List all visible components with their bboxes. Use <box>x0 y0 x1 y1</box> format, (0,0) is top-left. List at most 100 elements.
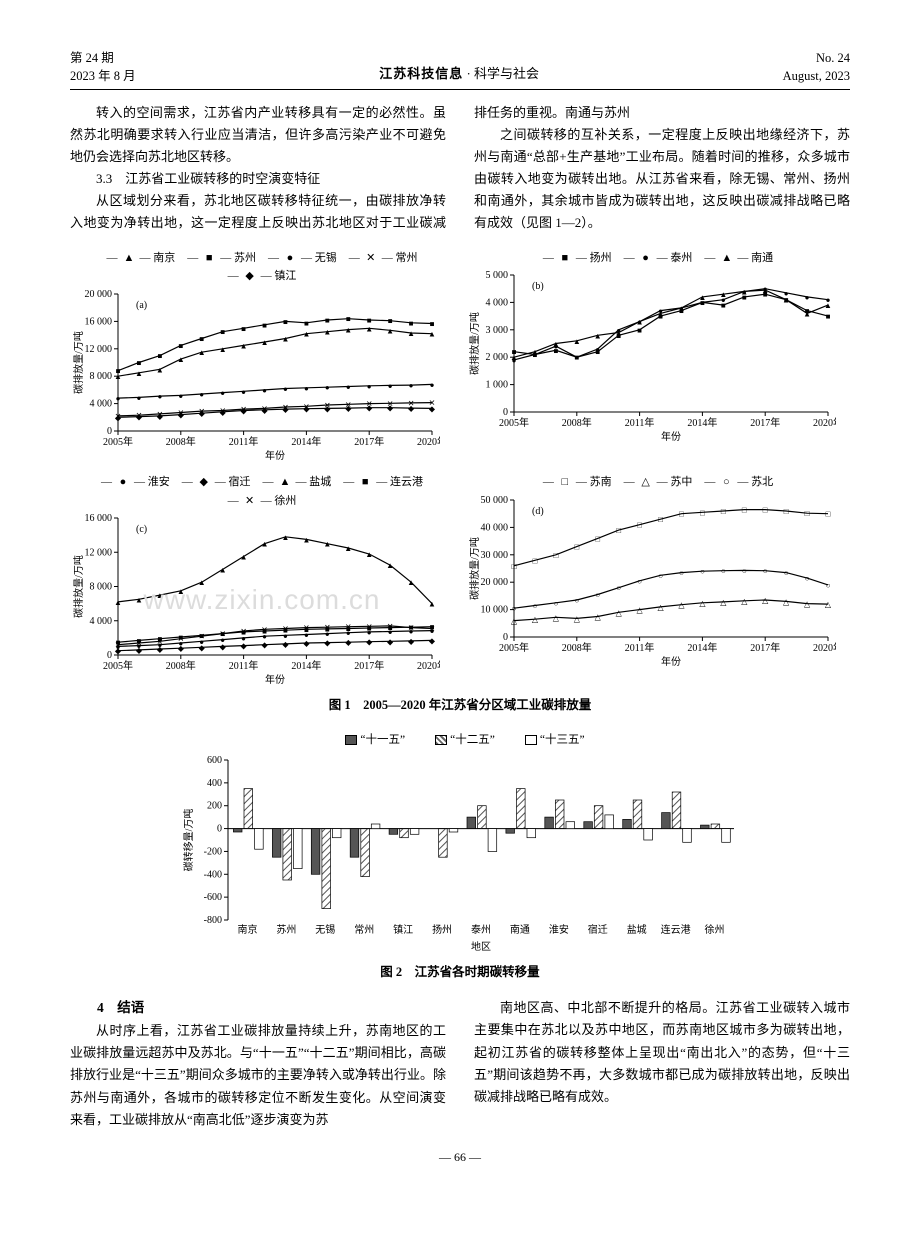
svg-text:□: □ <box>616 526 621 535</box>
svg-text:◆: ◆ <box>241 406 248 415</box>
svg-text:▲: ▲ <box>698 293 706 302</box>
svg-text:▲: ▲ <box>824 301 832 310</box>
svg-text:△: △ <box>637 605 644 614</box>
svg-text:□: □ <box>512 561 517 570</box>
svg-text:■: ■ <box>241 324 246 333</box>
svg-text:20 000: 20 000 <box>481 577 509 588</box>
svg-text:▲: ▲ <box>594 332 602 341</box>
svg-text:◆: ◆ <box>199 409 206 418</box>
svg-text:●: ● <box>325 383 330 392</box>
svg-text:2014年: 2014年 <box>687 416 717 429</box>
svg-text:▲: ▲ <box>365 324 373 333</box>
svg-text:○: ○ <box>553 598 558 607</box>
header-left: 第 24 期 2023 年 8 月 <box>70 50 136 85</box>
svg-text:□: □ <box>805 509 810 518</box>
svg-text:○: ○ <box>763 566 768 575</box>
section-4-head: 4 结语 <box>70 997 446 1020</box>
svg-text:4 000: 4 000 <box>90 616 113 627</box>
svg-text:■: ■ <box>157 352 162 361</box>
header-right: No. 24 August, 2023 <box>783 50 850 85</box>
svg-text:■: ■ <box>178 341 183 350</box>
svg-text:○: ○ <box>679 568 684 577</box>
svg-text:▲: ▲ <box>636 318 644 327</box>
svg-text:○: ○ <box>700 567 705 576</box>
svg-text:■: ■ <box>346 315 351 324</box>
svg-text:●: ● <box>304 384 309 393</box>
svg-text:△: △ <box>678 600 685 609</box>
svg-text:0: 0 <box>503 407 508 418</box>
svg-text:▲: ▲ <box>282 334 290 343</box>
svg-text:◆: ◆ <box>303 405 310 414</box>
svg-text:▲: ▲ <box>198 348 206 357</box>
svg-text:-600: -600 <box>204 892 222 903</box>
svg-text:●: ● <box>157 392 162 401</box>
svg-text:碳排放量/万吨: 碳排放量/万吨 <box>72 331 85 394</box>
svg-text:◆: ◆ <box>387 638 394 647</box>
svg-text:淮安: 淮安 <box>549 923 569 936</box>
svg-text:2005年: 2005年 <box>103 659 133 672</box>
svg-text:(d): (d) <box>532 506 544 517</box>
svg-text:✕: ✕ <box>345 623 352 632</box>
svg-text:□: □ <box>742 505 747 514</box>
svg-text:30 000: 30 000 <box>481 549 509 560</box>
svg-text:16 000: 16 000 <box>85 316 113 327</box>
svg-text:2020年: 2020年 <box>417 435 440 448</box>
svg-text:年份: 年份 <box>661 655 681 668</box>
svg-text:▲: ▲ <box>386 326 394 335</box>
svg-text:□: □ <box>826 509 831 518</box>
svg-text:◆: ◆ <box>387 404 394 413</box>
issue-no-en: No. 24 <box>783 50 850 68</box>
svg-text:2005年: 2005年 <box>499 416 529 429</box>
svg-text:■: ■ <box>637 326 642 335</box>
svg-text:◆: ◆ <box>241 642 248 651</box>
svg-text:□: □ <box>533 556 538 565</box>
svg-text:▲: ▲ <box>323 540 331 549</box>
figure-1: —▲— 南京—■— 苏州—●— 无锡—✕— 常州—◆— 镇江04 0008 00… <box>70 247 850 717</box>
svg-text:2011年: 2011年 <box>229 659 259 672</box>
header-center: 江苏科技信息 · 科学与社会 <box>379 63 539 85</box>
svg-text:□: □ <box>595 534 600 543</box>
svg-text:■: ■ <box>116 367 121 376</box>
svg-text:●: ● <box>430 380 435 389</box>
svg-text:▲: ▲ <box>302 536 310 545</box>
svg-text:◆: ◆ <box>282 405 289 414</box>
svg-text:碳转移量/万吨: 碳转移量/万吨 <box>182 809 195 872</box>
svg-text:○: ○ <box>784 568 789 577</box>
svg-text:●: ● <box>241 387 246 396</box>
svg-text:○: ○ <box>533 601 538 610</box>
svg-text:2008年: 2008年 <box>562 416 592 429</box>
svg-text:◆: ◆ <box>220 408 227 417</box>
svg-text:400: 400 <box>207 778 222 789</box>
svg-text:△: △ <box>825 600 832 609</box>
svg-text:○: ○ <box>826 581 831 590</box>
svg-text:△: △ <box>574 614 581 623</box>
barchart-svg: -800-600-400-2000200400600南京苏州无锡常州镇江扬州泰州… <box>180 754 740 954</box>
svg-text:▲: ▲ <box>719 290 727 299</box>
svg-text:○: ○ <box>512 604 517 613</box>
panel-a: —▲— 南京—■— 苏州—●— 无锡—✕— 常州—◆— 镇江04 0008 00… <box>70 247 454 463</box>
svg-text:○: ○ <box>658 571 663 580</box>
svg-text:✕: ✕ <box>429 625 436 634</box>
svg-text:✕: ✕ <box>136 639 143 648</box>
svg-text:●: ● <box>220 389 225 398</box>
svg-text:◆: ◆ <box>345 404 352 413</box>
svg-text:碳排放量/万吨: 碳排放量/万吨 <box>72 555 85 618</box>
svg-text:盐城: 盐城 <box>627 923 647 936</box>
svg-text:▲: ▲ <box>114 598 122 607</box>
svg-text:○: ○ <box>616 583 621 592</box>
svg-text:连云港: 连云港 <box>661 923 691 936</box>
svg-text:(c): (c) <box>136 524 147 535</box>
svg-text:□: □ <box>763 505 768 514</box>
svg-text:◆: ◆ <box>366 404 373 413</box>
svg-text:泰州: 泰州 <box>471 923 491 936</box>
svg-text:●: ● <box>283 384 288 393</box>
svg-text:▲: ▲ <box>344 544 352 553</box>
svg-text:●: ● <box>199 390 204 399</box>
svg-text:▲: ▲ <box>386 561 394 570</box>
svg-text:-200: -200 <box>204 847 222 858</box>
svg-text:2008年: 2008年 <box>562 641 592 654</box>
svg-text:△: △ <box>804 599 811 608</box>
svg-text:2020年: 2020年 <box>813 416 836 429</box>
svg-text:0: 0 <box>217 824 222 835</box>
svg-text:◆: ◆ <box>408 637 415 646</box>
